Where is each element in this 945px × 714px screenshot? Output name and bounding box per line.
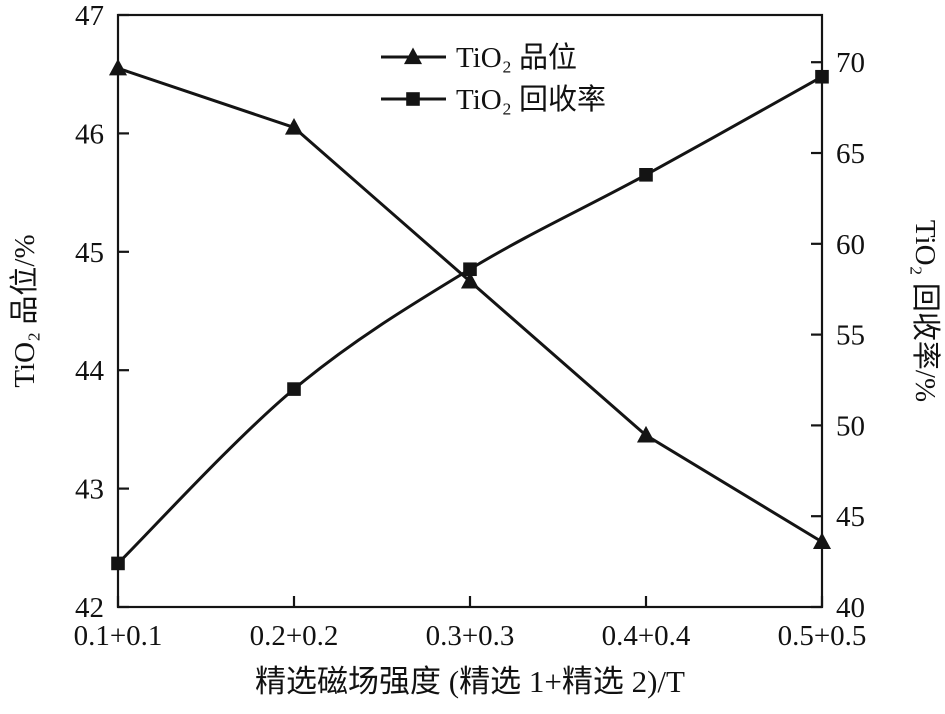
right-axis-tick-label: 65 bbox=[836, 138, 865, 170]
legend-triangle-icon bbox=[403, 47, 423, 65]
x-axis-tick-label: 0.2+0.2 bbox=[250, 620, 339, 652]
series-1-line bbox=[116, 75, 823, 565]
left-axis-tick-label: 47 bbox=[75, 0, 104, 32]
x-axis-tick-label: 0.1+0.1 bbox=[74, 620, 163, 652]
legend-item: TiO₂ 品位 bbox=[381, 41, 577, 74]
left-axis-tick-label: 43 bbox=[75, 474, 104, 506]
series-0-marker bbox=[636, 425, 656, 443]
legend-label: TiO₂ 品位 bbox=[456, 41, 577, 74]
series-0-line bbox=[117, 66, 823, 544]
series-1-marker bbox=[111, 556, 125, 571]
right-axis-tick-label: 50 bbox=[836, 410, 865, 442]
left-axis-tick-label: 45 bbox=[75, 237, 104, 269]
left-axis-tick-label: 44 bbox=[75, 355, 105, 387]
right-axis-tick-label: 40 bbox=[836, 592, 865, 624]
x-axis-title: 精选磁场强度 (精选 1+精选 2)/T bbox=[255, 664, 685, 699]
series-1-marker bbox=[287, 382, 301, 396]
series-1-marker bbox=[639, 168, 653, 182]
legend-label: TiO₂ 回收率 bbox=[456, 83, 606, 116]
series-0-marker bbox=[284, 117, 304, 135]
x-axis-tick-label: 0.3+0.3 bbox=[426, 620, 515, 652]
series-0-triangle bbox=[108, 58, 832, 550]
x-axis: 0.1+0.1 0.2+0.2 0.3+0.3 0.4+0.4 0.5+0.5 bbox=[74, 596, 867, 652]
series-0-marker bbox=[108, 58, 128, 76]
left-axis: 42 43 44 45 46 47 bbox=[75, 0, 129, 624]
right-axis-title: TiO₂ 回收率/% bbox=[909, 220, 942, 402]
left-axis-title: TiO₂ 品位/% bbox=[8, 234, 41, 387]
series-0-marker bbox=[460, 271, 480, 289]
legend-square-icon bbox=[406, 92, 420, 106]
x-axis-tick-label: 0.5+0.5 bbox=[778, 620, 867, 652]
left-axis-tick-label: 42 bbox=[75, 592, 104, 624]
series-1-marker bbox=[815, 69, 829, 84]
series-0-marker bbox=[812, 532, 832, 550]
right-axis-tick-label: 55 bbox=[836, 320, 865, 352]
left-axis-tick-label: 46 bbox=[75, 118, 104, 150]
legend: TiO₂ 品位 TiO₂ 回收率 bbox=[381, 41, 606, 116]
legend-item: TiO₂ 回收率 bbox=[381, 83, 606, 116]
series-1-marker bbox=[463, 262, 477, 277]
right-axis-tick-label: 60 bbox=[836, 229, 865, 261]
right-axis-tick-label: 70 bbox=[836, 47, 865, 79]
right-axis-tick-label: 45 bbox=[836, 501, 865, 533]
series-1-square bbox=[111, 69, 829, 571]
right-axis: 40 45 50 55 60 65 70 bbox=[811, 47, 865, 624]
x-axis-tick-label: 0.4+0.4 bbox=[602, 620, 691, 652]
